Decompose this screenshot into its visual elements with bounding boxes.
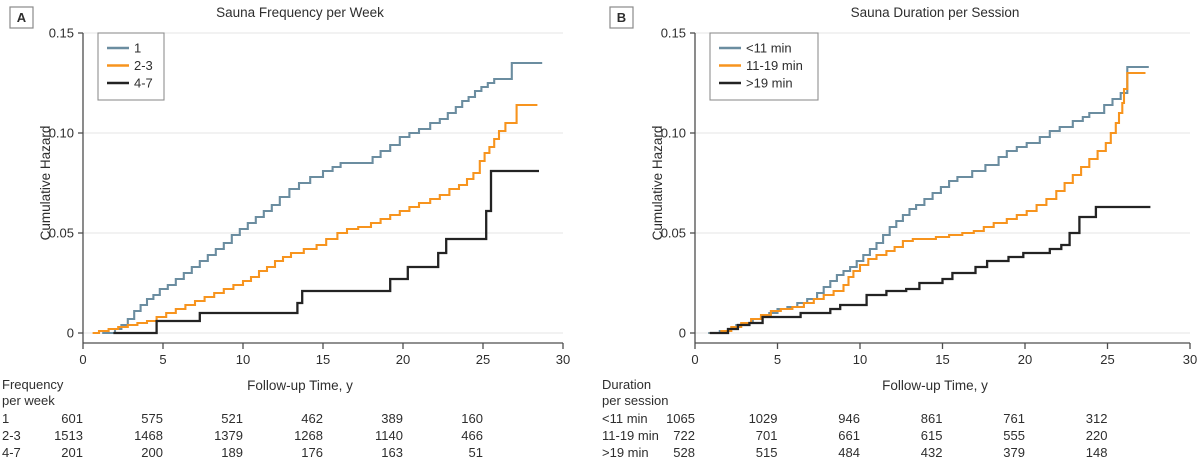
x-tick-label: 0 — [691, 352, 698, 367]
risk-table-header-line2: per week — [2, 393, 55, 408]
y-tick-label: 0.10 — [49, 126, 74, 141]
series-curve-blue — [102, 61, 543, 335]
risk-table-cell: 176 — [301, 445, 323, 460]
risk-table-cell: 521 — [221, 411, 243, 426]
risk-table-row-label: 11-19 min — [602, 428, 659, 443]
x-axis-title: Follow-up Time, y — [882, 378, 988, 393]
risk-table-cell: 200 — [141, 445, 163, 460]
legend-label: 2-3 — [134, 58, 153, 73]
series-curve-black — [113, 169, 539, 335]
risk-table-cell: 946 — [838, 411, 860, 426]
risk-table-cell: 1065 — [666, 411, 695, 426]
x-tick-label: 30 — [1183, 352, 1197, 367]
risk-table-header-line1: Frequency — [2, 377, 64, 392]
y-tick-label: 0.15 — [661, 26, 686, 41]
panel-a: A Sauna Frequency per Week 0 0.05 0.10 0.15 0 5… — [2, 5, 570, 460]
risk-table-row-label: <11 min — [602, 411, 648, 426]
risk-table-cell: 432 — [921, 445, 943, 460]
x-tick-label: 25 — [1100, 352, 1114, 367]
risk-table-cell: 148 — [1086, 445, 1108, 460]
x-tick-label: 15 — [935, 352, 949, 367]
risk-table-cell: 1268 — [294, 428, 323, 443]
risk-table-cell: 701 — [756, 428, 778, 443]
risk-table-cell: 661 — [838, 428, 860, 443]
risk-table-row-label: 1 — [2, 411, 9, 426]
panel-label: A — [17, 10, 27, 25]
risk-table-cell: 575 — [141, 411, 163, 426]
risk-table-cell: 1468 — [134, 428, 163, 443]
y-tick-label: 0.15 — [49, 26, 74, 41]
y-tick-label: 0.10 — [661, 126, 686, 141]
panel-b-chart: B Sauna Duration per Session 0 0.05 0.10 0.15… — [602, 5, 1197, 460]
legend-label: <11 min — [746, 41, 792, 56]
risk-table-cell: 515 — [756, 445, 778, 460]
risk-table-row-label: 2-3 — [2, 428, 21, 443]
risk-table-cell: 220 — [1086, 428, 1108, 443]
series-curve-orange — [709, 71, 1146, 335]
x-tick-label: 15 — [316, 352, 330, 367]
x-tick-label: 30 — [556, 352, 570, 367]
x-tick-label: 20 — [1018, 352, 1032, 367]
legend-label: 4-7 — [134, 76, 153, 91]
y-axis-title: Cumulative Hazard — [650, 126, 665, 241]
risk-table-cell: 312 — [1086, 411, 1108, 426]
risk-table-cell: 201 — [61, 445, 83, 460]
x-tick-label: 5 — [774, 352, 781, 367]
series-curve-black — [709, 205, 1151, 335]
x-tick-label: 10 — [853, 352, 867, 367]
risk-table-header-line1: Duration — [602, 377, 651, 392]
x-tick-label: 25 — [476, 352, 490, 367]
y-axis-title: Cumulative Hazard — [38, 126, 53, 241]
risk-table-cell: 601 — [61, 411, 83, 426]
risk-table-cell: 160 — [461, 411, 483, 426]
x-tick-label: 20 — [396, 352, 410, 367]
risk-table-row-label: >19 min — [602, 445, 649, 460]
risk-table-cell: 761 — [1003, 411, 1025, 426]
risk-table-cell: 722 — [673, 428, 695, 443]
risk-table-cell: 861 — [921, 411, 943, 426]
risk-table-cell: 466 — [461, 428, 483, 443]
y-tick-label: 0.05 — [661, 226, 686, 241]
risk-table-cell: 484 — [838, 445, 860, 460]
chart-title: Sauna Frequency per Week — [216, 5, 384, 20]
risk-table-header-line2: per session — [602, 393, 668, 408]
legend-label: 11-19 min — [746, 58, 803, 73]
risk-table-cell: 51 — [469, 445, 483, 460]
risk-table-cell: 1379 — [214, 428, 243, 443]
risk-table-cell: 615 — [921, 428, 943, 443]
chart-title: Sauna Duration per Session — [851, 5, 1020, 20]
risk-table-cell: 189 — [221, 445, 243, 460]
risk-table-row-label: 4-7 — [2, 445, 21, 460]
panel-label-box — [609, 6, 634, 29]
panel-label: B — [617, 10, 626, 25]
risk-table-cell: 1029 — [749, 411, 778, 426]
y-tick-label: 0 — [67, 326, 74, 341]
legend-label: >19 min — [746, 76, 793, 91]
legend-label: 1 — [134, 41, 141, 56]
risk-table-cell: 1513 — [54, 428, 83, 443]
risk-table-cell: 1140 — [375, 428, 403, 443]
y-tick-label: 0 — [679, 326, 686, 341]
risk-table-cell: 462 — [301, 411, 323, 426]
x-tick-label: 10 — [236, 352, 250, 367]
y-tick-label: 0.05 — [49, 226, 74, 241]
risk-table-cell: 528 — [673, 445, 695, 460]
x-tick-label: 0 — [79, 352, 86, 367]
x-axis-title: Follow-up Time, y — [247, 378, 353, 393]
panel-label-box — [9, 6, 34, 29]
risk-table-cell: 163 — [381, 445, 403, 460]
risk-table-cell: 379 — [1003, 445, 1025, 460]
risk-table-cell: 389 — [381, 411, 403, 426]
risk-table-cell: 555 — [1003, 428, 1025, 443]
panel-b: B Sauna Duration per Session 0 0.05 0.10 0.15… — [600, 0, 1200, 468]
series-curve-blue — [708, 65, 1149, 335]
series-curve-orange — [92, 103, 538, 335]
x-tick-label: 5 — [159, 352, 166, 367]
panel-a-chart: A Sauna Frequency per Week 0 0.05 0.10 0.15 0 5… — [2, 5, 570, 460]
